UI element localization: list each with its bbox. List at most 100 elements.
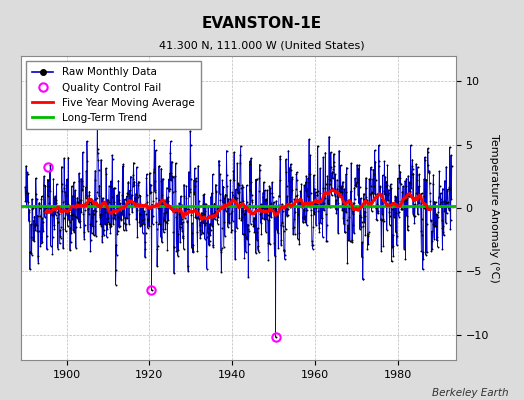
Point — [424, 162, 432, 168]
Point — [70, 228, 79, 235]
Point — [145, 204, 153, 210]
Point — [335, 188, 344, 195]
Point — [35, 200, 43, 207]
Point — [385, 209, 394, 216]
Point — [117, 216, 125, 223]
Point — [350, 200, 358, 206]
Point — [221, 193, 230, 200]
Point — [41, 202, 49, 209]
Point — [363, 246, 372, 252]
Point — [286, 164, 294, 171]
Point — [85, 188, 94, 195]
Point — [381, 200, 390, 207]
Point — [408, 170, 416, 177]
Point — [356, 223, 365, 230]
Point — [183, 263, 192, 270]
Point — [268, 189, 277, 196]
Point — [135, 192, 143, 198]
Point — [151, 147, 160, 154]
Point — [93, 111, 102, 117]
Point — [445, 144, 454, 150]
Point — [32, 191, 40, 197]
Point — [396, 174, 404, 181]
Point — [289, 223, 298, 230]
Point — [105, 183, 113, 189]
Point — [165, 188, 173, 194]
Point — [407, 174, 415, 180]
Point — [365, 229, 373, 235]
Point — [385, 222, 394, 228]
Point — [446, 186, 454, 193]
Point — [233, 225, 241, 231]
Point — [217, 268, 225, 275]
Point — [170, 270, 178, 276]
Point — [55, 211, 63, 218]
Point — [394, 197, 402, 204]
Point — [366, 203, 374, 209]
Point — [77, 175, 85, 182]
Point — [277, 237, 286, 244]
Point — [365, 176, 374, 182]
Point — [288, 175, 297, 182]
Point — [371, 191, 379, 197]
Point — [68, 212, 77, 218]
Point — [124, 178, 133, 185]
Point — [47, 242, 55, 249]
Point — [406, 189, 414, 195]
Point — [184, 206, 193, 212]
Point — [69, 227, 78, 233]
Point — [267, 214, 275, 221]
Point — [445, 184, 453, 190]
Point — [237, 214, 246, 220]
Point — [242, 249, 250, 255]
Point — [190, 191, 199, 198]
Point — [56, 240, 64, 247]
Point — [158, 239, 166, 245]
Point — [188, 244, 196, 251]
Point — [303, 207, 311, 214]
Point — [307, 212, 315, 218]
Point — [246, 158, 254, 164]
Point — [134, 194, 142, 200]
Point — [326, 177, 335, 184]
Point — [335, 188, 343, 194]
Point — [399, 183, 407, 189]
Point — [387, 258, 396, 265]
Point — [336, 162, 345, 168]
Point — [250, 215, 259, 221]
Point — [242, 234, 250, 241]
Point — [46, 162, 54, 168]
Point — [231, 228, 239, 234]
Point — [166, 150, 174, 156]
Point — [50, 225, 59, 232]
Point — [255, 175, 264, 182]
Point — [397, 205, 406, 212]
Point — [331, 192, 339, 199]
Point — [281, 226, 290, 232]
Point — [283, 213, 291, 219]
Point — [334, 200, 343, 206]
Point — [234, 182, 243, 188]
Point — [294, 203, 302, 209]
Point — [364, 230, 372, 237]
Point — [108, 152, 116, 158]
Point — [438, 246, 446, 252]
Point — [201, 221, 210, 228]
Point — [90, 211, 99, 217]
Point — [279, 208, 287, 214]
Point — [84, 211, 93, 217]
Point — [91, 167, 100, 174]
Point — [307, 206, 315, 213]
Point — [220, 219, 228, 226]
Point — [392, 194, 400, 200]
Point — [290, 196, 298, 202]
Point — [297, 196, 305, 202]
Point — [31, 227, 40, 234]
Point — [136, 210, 144, 217]
Point — [182, 183, 191, 189]
Point — [413, 164, 422, 170]
Point — [347, 206, 356, 212]
Point — [428, 246, 436, 252]
Point — [81, 206, 89, 213]
Point — [278, 219, 287, 225]
